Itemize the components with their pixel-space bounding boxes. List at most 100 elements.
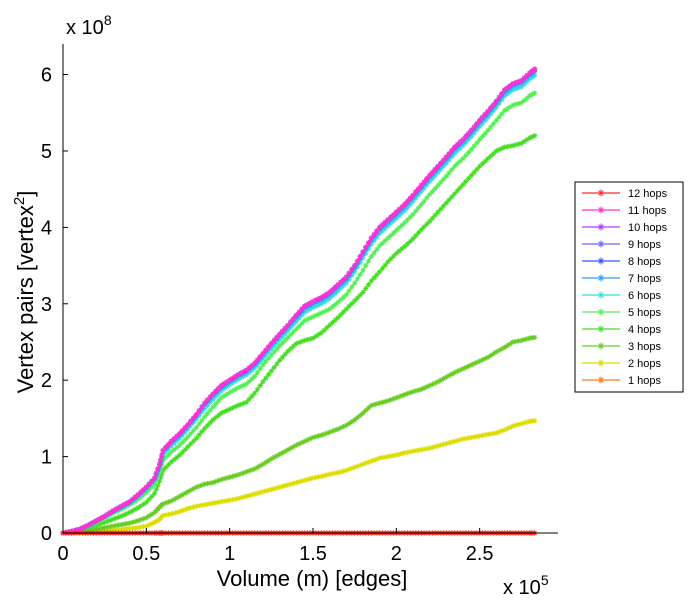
marker-5-hops-16-1 bbox=[188, 431, 194, 437]
x-tick-label-5: 2.5 bbox=[466, 543, 494, 565]
marker-5-hops-17-0 bbox=[193, 424, 199, 431]
marker-11-hops-50-0 bbox=[468, 127, 474, 133]
marker-4-hops-24-2 bbox=[257, 382, 263, 389]
legend-marker-1-hops bbox=[597, 376, 605, 384]
marker-11-hops-5-1 bbox=[104, 511, 111, 518]
legend: 12 hops 11 hops 10 hops 9 hops 8 hops 7 hops 6… bbox=[574, 181, 684, 393]
marker-11-hops-47-2 bbox=[449, 147, 455, 154]
marker-11-hops-43-2 bbox=[415, 186, 422, 192]
marker-11-hops-48-1 bbox=[454, 142, 461, 148]
legend-marker-10-hops bbox=[597, 223, 605, 231]
marker-11-hops-47-1 bbox=[446, 151, 452, 157]
marker-5-hops-41-0 bbox=[393, 227, 399, 234]
marker-3-hops-46-1 bbox=[438, 377, 444, 383]
legend-marker-6-hops bbox=[597, 291, 605, 299]
series-markers-2-hops bbox=[60, 418, 538, 536]
marker-4-hops-9-0 bbox=[135, 505, 141, 511]
marker-5-hops-19-2 bbox=[215, 398, 222, 404]
marker-5-hops-43-0 bbox=[410, 211, 416, 217]
marker-2-hops-44-2 bbox=[424, 446, 430, 452]
marker-4-hops-9-2 bbox=[140, 501, 147, 507]
marker-5-hops-44-0 bbox=[418, 201, 424, 208]
marker-11-hops-54-0 bbox=[502, 87, 508, 93]
marker-5-hops-49-1 bbox=[463, 152, 469, 159]
legend-item-2-hops: 2 hops bbox=[582, 358, 662, 370]
marker-11-hops-27-2 bbox=[282, 325, 288, 331]
legend-label-1-hops: 1 hops bbox=[628, 375, 662, 387]
y-axis-label-close: ] bbox=[13, 191, 38, 197]
axes bbox=[62, 44, 558, 534]
marker-5-hops-51-1 bbox=[479, 133, 486, 140]
marker-11-hops-56-1 bbox=[521, 75, 527, 81]
marker-11-hops-21-1 bbox=[229, 375, 236, 382]
marker-5-hops-36-0 bbox=[352, 280, 358, 286]
marker-11-hops-9-0 bbox=[135, 492, 141, 498]
marker-3-hops-25-2 bbox=[265, 458, 272, 464]
legend-item-8-hops: 8 hops bbox=[582, 256, 662, 268]
marker-4-hops-56-1 bbox=[521, 138, 527, 145]
marker-4-hops-11-0 bbox=[152, 490, 158, 496]
marker-11-hops-50-1 bbox=[471, 124, 477, 130]
marker-2-hops-end bbox=[532, 418, 538, 424]
marker-11-hops-11-0 bbox=[152, 475, 158, 481]
legend-marker-9-hops bbox=[597, 240, 605, 248]
legend-item-11-hops: 11 hops bbox=[582, 205, 667, 217]
marker-11-hops-24-0 bbox=[252, 360, 258, 366]
legend-item-4-hops: 4 hops bbox=[582, 324, 662, 336]
marker-5-hops-20-1 bbox=[221, 393, 227, 399]
marker-11-hops-51-1 bbox=[479, 114, 486, 120]
legend-item-12-hops: 12 hops bbox=[582, 188, 668, 200]
series-3-hops bbox=[60, 334, 538, 536]
marker-11-hops-36-2 bbox=[357, 253, 363, 260]
marker-5-hops-50-0 bbox=[468, 146, 474, 153]
marker-5-hops-38-0 bbox=[368, 253, 374, 260]
marker-11-hops-12-0 bbox=[157, 461, 163, 467]
marker-5-hops-30-0 bbox=[302, 317, 308, 324]
marker-11-hops-25-2 bbox=[265, 344, 272, 350]
marker-11-hops-45-1 bbox=[429, 169, 436, 175]
legend-label-3-hops: 3 hops bbox=[628, 341, 662, 353]
marker-4-hops-31-1 bbox=[313, 333, 319, 339]
marker-3-hops-end bbox=[532, 334, 538, 340]
legend-marker-8-hops bbox=[597, 257, 605, 265]
legend-item-9-hops: 9 hops bbox=[582, 239, 662, 251]
marker-5-hops-54-2 bbox=[507, 104, 513, 110]
legend-item-7-hops: 7 hops bbox=[582, 273, 662, 285]
marker-5-hops-36-1 bbox=[354, 276, 361, 282]
marker-11-hops-12-1 bbox=[158, 457, 164, 463]
marker-4-hops-46-1 bbox=[438, 206, 444, 212]
series-layer bbox=[60, 66, 538, 536]
marker-11-hops-38-0 bbox=[368, 235, 374, 241]
ticks: 0 0.5 1 1.5 2 2.5 0 1 2 3 4 5 6 bbox=[41, 65, 494, 565]
marker-4-hops-end bbox=[532, 133, 538, 139]
marker-11-hops-24-2 bbox=[257, 354, 263, 360]
marker-5-hops-43-2 bbox=[415, 205, 422, 211]
marker-5-hops-24-2 bbox=[257, 366, 263, 372]
y-tick-label-5: 5 bbox=[41, 141, 52, 163]
marker-4-hops-23-1 bbox=[246, 396, 252, 402]
marker-4-hops-50-0 bbox=[468, 172, 474, 179]
marker-11-hops-15-0 bbox=[177, 431, 183, 437]
marker-11-hops-20-0 bbox=[218, 382, 224, 389]
marker-4-hops-17-1 bbox=[196, 432, 202, 438]
marker-11-hops-40-1 bbox=[388, 214, 394, 220]
marker-11-hops-44-2 bbox=[424, 176, 430, 182]
legend-items: 12 hops 11 hops 10 hops 9 hops 8 hops 7 hops 6… bbox=[582, 188, 668, 387]
y-tick-label-2: 2 bbox=[41, 370, 52, 392]
legend-item-3-hops: 3 hops bbox=[582, 341, 662, 353]
marker-5-hops-37-0 bbox=[360, 267, 366, 273]
marker-11-hops-18-2 bbox=[207, 394, 213, 400]
marker-4-hops-26-1 bbox=[271, 364, 277, 371]
marker-3-hops-54-1 bbox=[504, 342, 511, 349]
marker-4-hops-33-0 bbox=[327, 322, 333, 328]
legend-marker-3-hops bbox=[597, 342, 605, 350]
marker-6-hops-32-2 bbox=[324, 297, 330, 303]
marker-6-hops-33-0 bbox=[327, 295, 333, 302]
marker-4-hops-37-2 bbox=[365, 282, 372, 288]
marker-11-hops-38-2 bbox=[374, 228, 380, 234]
y-axis-label-base: Vertex pairs [vertex bbox=[13, 205, 38, 393]
marker-3-hops-10-1 bbox=[146, 513, 152, 519]
marker-11-hops-25-1 bbox=[263, 347, 269, 353]
x-tick-label-3: 1.5 bbox=[299, 543, 327, 565]
